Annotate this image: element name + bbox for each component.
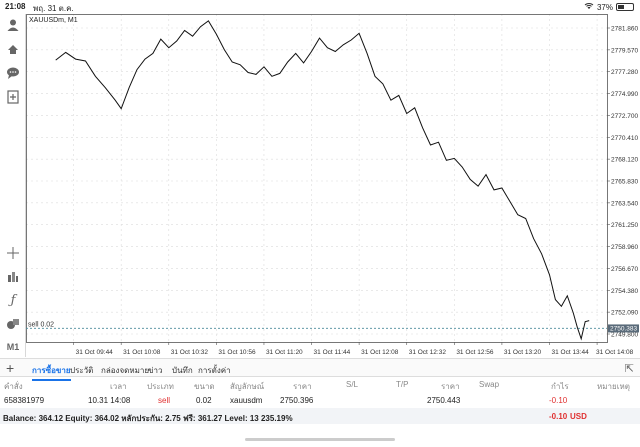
x-tick-label: 31 Oct 10:32 [171, 349, 209, 356]
plus-icon[interactable]: + [6, 360, 15, 376]
y-tick-label: 2752.090 [611, 310, 638, 317]
col-price: ราคา [293, 382, 312, 391]
price-chart[interactable]: 2781.860 2779.570 2777.280 2774.990 2772.700… [26, 14, 640, 358]
x-tick-label: 31 Oct 13:44 [551, 349, 589, 356]
indicators-icon[interactable] [4, 268, 22, 286]
export-icon[interactable]: ⇱ [624, 363, 634, 375]
chart-toolbar: ƒ M1 [0, 14, 26, 357]
y-tick-label: 2754.380 [611, 288, 638, 295]
tab-settings[interactable]: การตั้งค่า [198, 366, 231, 375]
y-tick-label: 2763.540 [611, 200, 638, 207]
order-id: 658381979 [4, 396, 45, 405]
battery-icon [616, 3, 634, 11]
order-symbol: xauusdm [230, 396, 263, 405]
price-series-line [55, 20, 590, 341]
tab-news[interactable]: ข่าว [148, 366, 163, 375]
order-current-price: 2750.443 [427, 396, 461, 405]
col-time: เวลา [110, 382, 127, 391]
positions-header: คำสั่ง เวลา ประเภท ขนาด สัญลักษณ์ ราคา S… [0, 377, 640, 391]
sell-order-label: sell 0.02 [28, 321, 54, 328]
col-sl: S/L [346, 380, 359, 389]
chart-title: XAUUSDm, M1 [29, 17, 78, 24]
shapes-icon[interactable]: ƒ [10, 292, 16, 308]
x-tick-label: 31 Oct 11:20 [266, 349, 303, 356]
currency-label: USD [570, 412, 587, 421]
y-tick-label: 2761.250 [611, 222, 638, 229]
footer [0, 424, 640, 447]
x-tick-label: 31 Oct 13:20 [504, 349, 542, 356]
current-price-tag: 2750.383 [608, 324, 639, 333]
y-axis-labels: 2781.860 2779.570 2777.280 2774.990 2772.700… [607, 26, 638, 339]
col-profit: กำไร [551, 382, 569, 391]
status-time: 21:08 [5, 2, 26, 11]
current-price-label: 2750.383 [610, 326, 637, 333]
col-tp: T/P [396, 380, 409, 389]
x-axis-labels: 31 Oct 09:44 31 Oct 10:08 31 Oct 10:32 31 O… [73, 342, 634, 356]
table-row[interactable]: 658381979 10.31 14:08 sell 0.02 xauusdm … [0, 391, 640, 407]
status-date: พฤ. 31 ต.ค. [33, 4, 74, 13]
y-tick-label: 2779.570 [611, 47, 638, 54]
y-tick-label: 2772.700 [611, 113, 638, 120]
col-size: ขนาด [194, 382, 215, 391]
y-tick-label: 2774.990 [611, 91, 638, 98]
x-tick-label: 31 Oct 10:56 [218, 349, 256, 356]
timeframe-button[interactable]: M1 [6, 342, 20, 352]
trade-icon[interactable] [4, 40, 22, 58]
order-time: 10.31 14:08 [88, 396, 131, 405]
order-type: sell [158, 396, 171, 405]
col-order: คำสั่ง [4, 382, 23, 391]
plot-border [26, 14, 608, 343]
chart-grid [26, 14, 607, 342]
home-indicator[interactable] [245, 438, 395, 441]
y-tick-label: 2765.830 [611, 179, 638, 186]
y-tick-label: 2777.280 [611, 69, 638, 76]
crosshair-icon[interactable] [4, 244, 22, 262]
tab-mailbox[interactable]: กล่องจดหมาย [101, 366, 150, 375]
x-tick-label: 31 Oct 09:44 [76, 349, 114, 356]
y-tick-label: 2756.670 [611, 266, 638, 273]
tab-trade[interactable]: การซื้อขาย [32, 364, 71, 381]
tab-journal[interactable]: บันทึก [172, 366, 193, 375]
order-size: 0.02 [196, 396, 212, 405]
battery-percent: 37% [596, 2, 613, 12]
x-tick-label: 31 Oct 14:08 [596, 349, 634, 356]
account-icon[interactable] [4, 16, 22, 34]
x-tick-label: 31 Oct 10:08 [123, 349, 161, 356]
y-tick-label: 2781.860 [611, 26, 638, 33]
new-chart-icon[interactable] [4, 88, 22, 106]
balance-row: Balance: 364.12 Equity: 364.02 หลักประกั… [0, 408, 640, 424]
x-tick-label: 31 Oct 12:32 [409, 349, 447, 356]
col-current-price: ราคา [441, 382, 460, 391]
tab-history[interactable]: ประวัติ [70, 366, 94, 375]
terminal-tabs: + การซื้อขาย ประวัติ กล่องจดหมาย ข่าว บั… [0, 358, 640, 381]
total-profit: -0.10 [549, 412, 568, 421]
chat-icon[interactable] [4, 64, 22, 82]
x-tick-label: 31 Oct 12:56 [456, 349, 494, 356]
y-tick-label: 2749.800 [611, 332, 638, 339]
chart-svg[interactable]: 2781.860 2779.570 2777.280 2774.990 2772.700… [26, 14, 640, 358]
status-right: 37% [584, 2, 634, 12]
x-tick-label: 31 Oct 12:08 [361, 349, 399, 356]
status-bar: 21:08 พฤ. 31 ต.ค. 37% [0, 0, 640, 14]
y-tick-label: 2758.960 [611, 244, 638, 251]
order-price: 2750.396 [280, 396, 314, 405]
col-type: ประเภท [147, 382, 174, 391]
objects-icon[interactable] [4, 315, 22, 333]
col-comment: หมายเหตุ [597, 382, 630, 391]
y-tick-label: 2770.410 [611, 135, 638, 142]
order-profit: -0.10 [549, 396, 568, 405]
wifi-icon [584, 2, 594, 12]
y-tick-label: 2768.120 [611, 157, 638, 164]
col-swap: Swap [479, 380, 500, 389]
x-tick-label: 31 Oct 11:44 [314, 349, 351, 356]
balance-summary: Balance: 364.12 Equity: 364.02 หลักประกั… [3, 414, 293, 423]
col-symbol: สัญลักษณ์ [230, 382, 265, 391]
